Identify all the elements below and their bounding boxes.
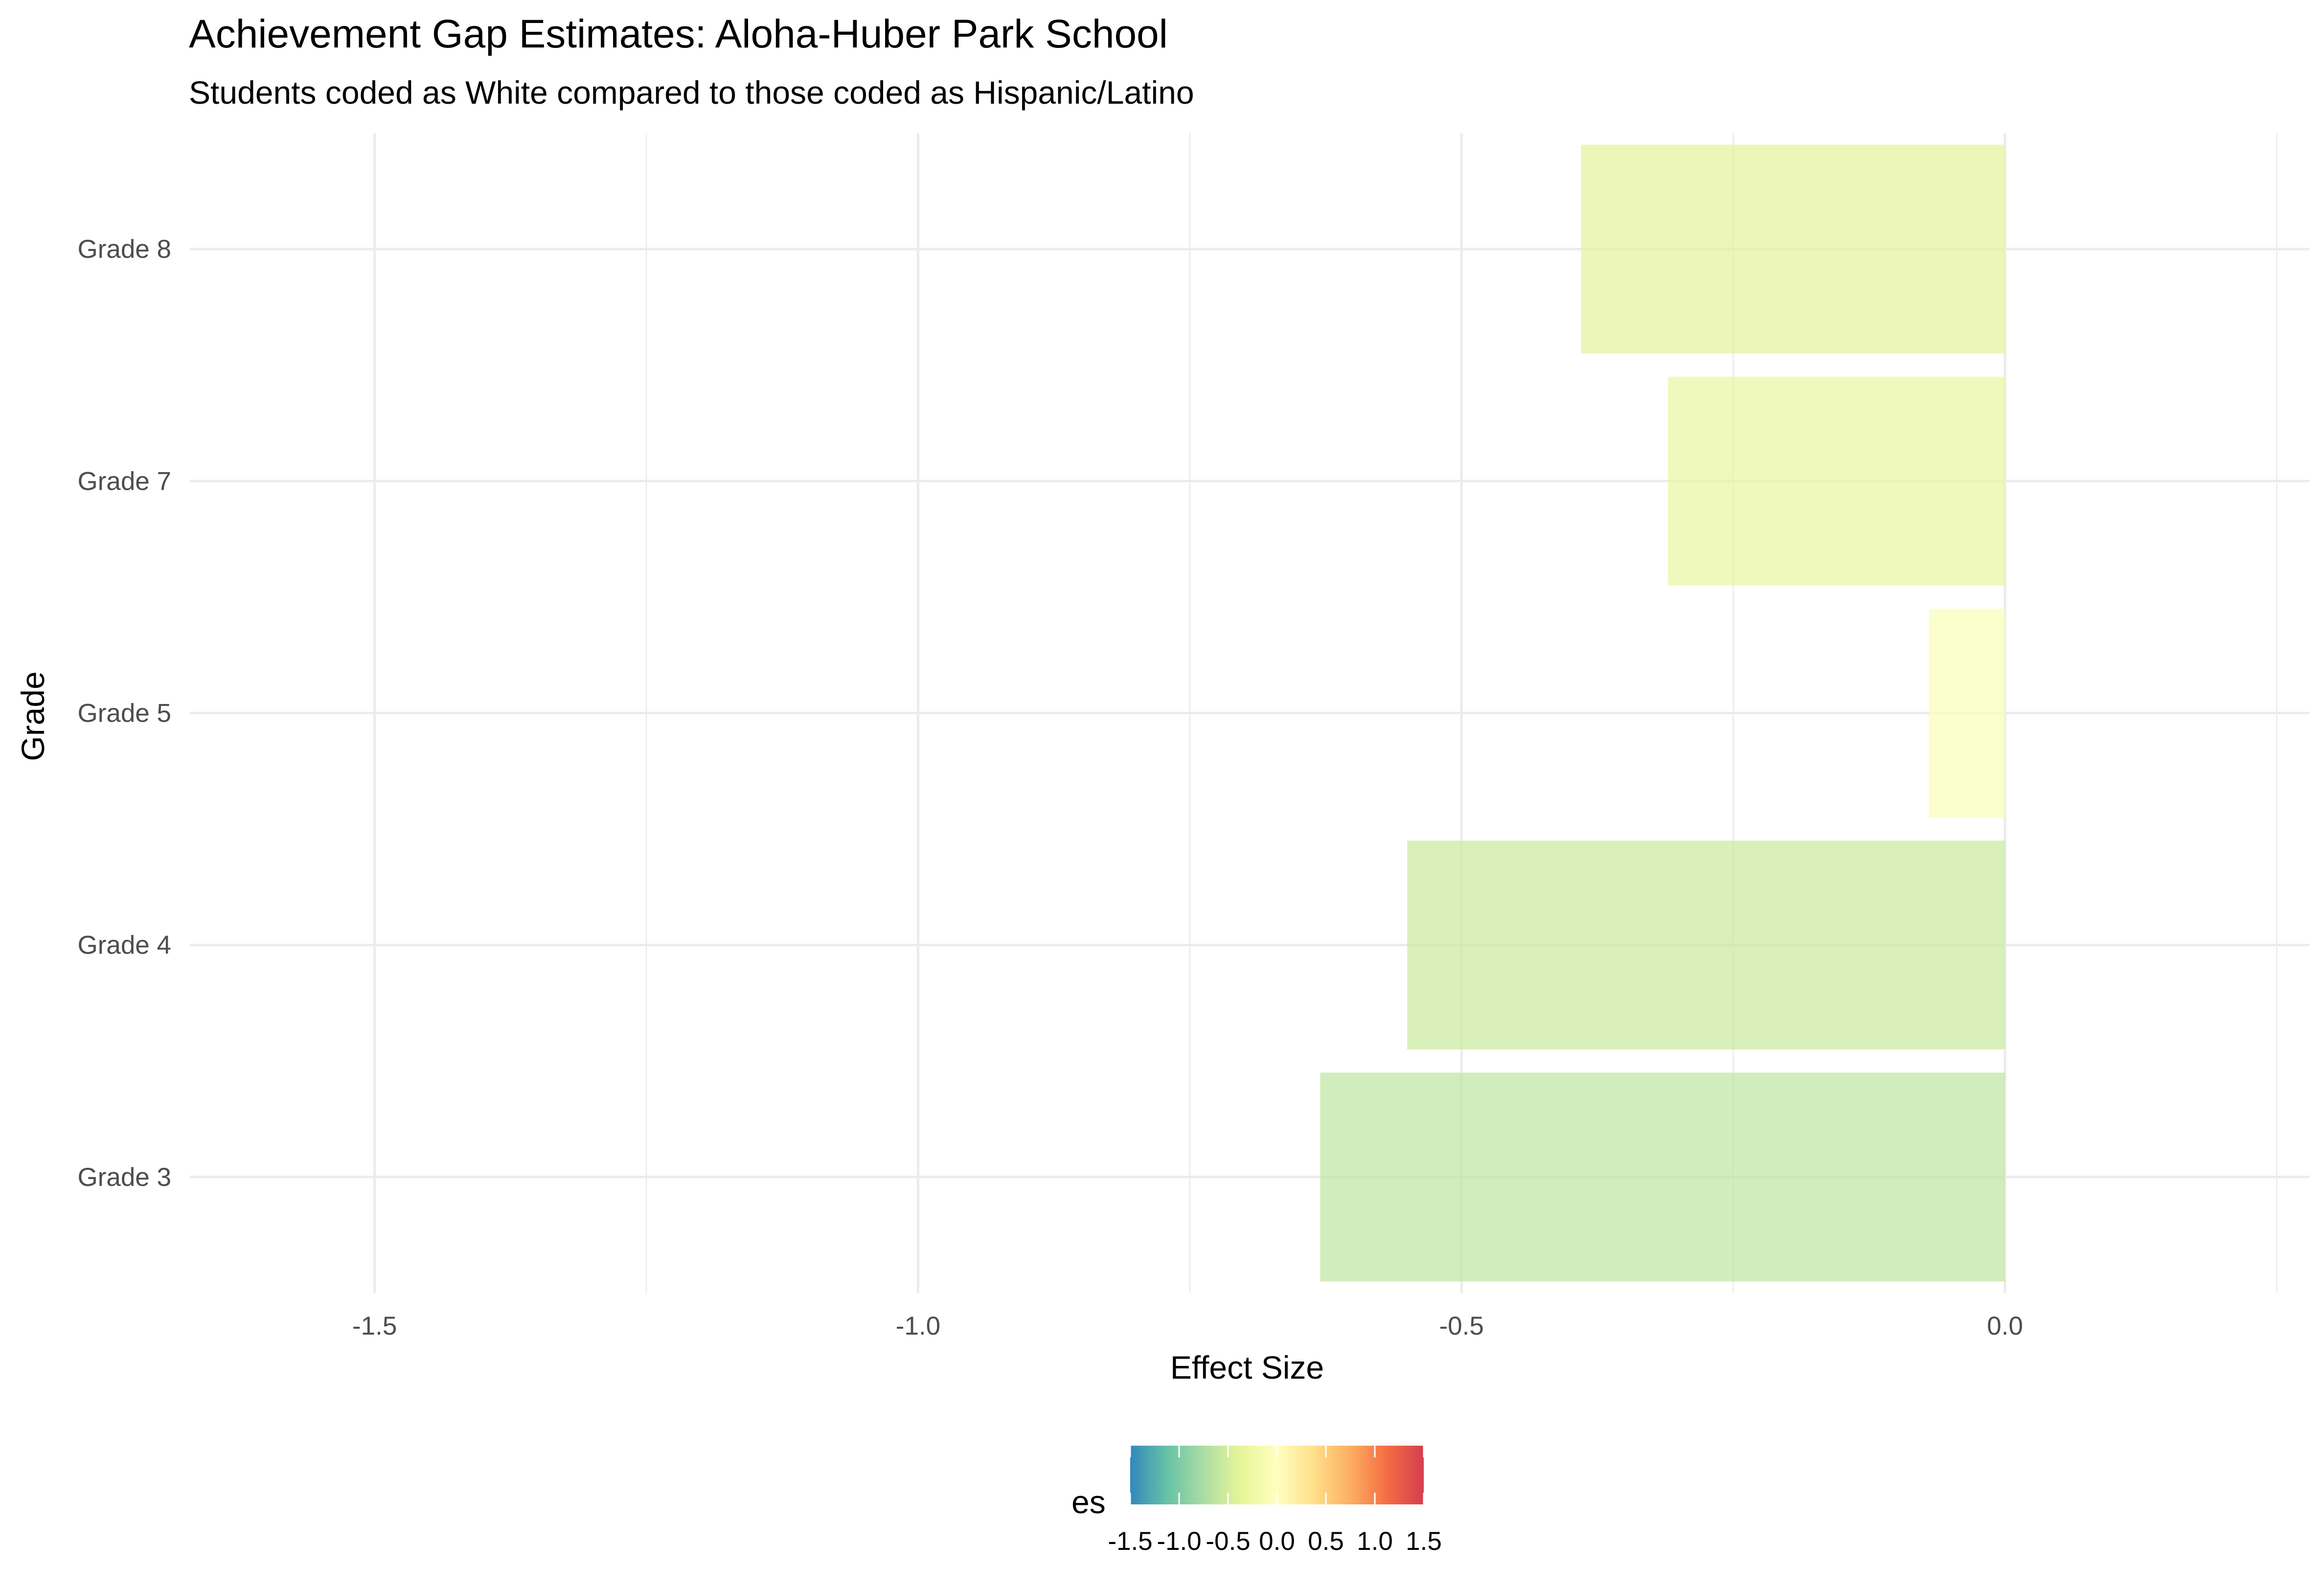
legend-label: 1.5	[1406, 1527, 1442, 1556]
legend-label: 0.0	[1259, 1527, 1295, 1556]
y-tick-label: Grade 3	[77, 1163, 171, 1192]
bar	[1407, 840, 2005, 1050]
y-tick-label: Grade 4	[77, 931, 171, 960]
bar	[1581, 144, 2005, 354]
chart-title: Achievement Gap Estimates: Aloha-Huber P…	[189, 12, 1168, 56]
legend: es -1.5 -1.0 -0.5 0.0 0.5 1.0 1.5	[1071, 1446, 1442, 1556]
y-tick-labels: Grade 3 Grade 4 Grade 5 Grade 7 Grade 8	[77, 235, 171, 1192]
bar	[1320, 1072, 2005, 1282]
x-tick-label: 0.0	[1987, 1312, 2023, 1340]
bars	[1320, 144, 2005, 1282]
chart-subtitle: Students coded as White compared to thos…	[189, 74, 1194, 111]
bar	[1668, 376, 2005, 586]
legend-title: es	[1071, 1484, 1106, 1520]
legend-ticks	[1129, 1446, 1425, 1504]
x-tick-labels: -1.5 -1.0 -0.5 0.0	[352, 1312, 2023, 1340]
legend-label: -0.5	[1206, 1527, 1250, 1556]
legend-label: 1.0	[1357, 1527, 1393, 1556]
x-axis-label: Effect Size	[1170, 1349, 1324, 1386]
y-tick-label: Grade 8	[77, 235, 171, 264]
legend-labels: -1.5 -1.0 -0.5 0.0 0.5 1.0 1.5	[1108, 1527, 1442, 1556]
bar	[1929, 609, 2005, 818]
y-tick-label: Grade 7	[77, 467, 171, 496]
y-axis-label: Grade	[15, 671, 51, 761]
x-tick-label: -0.5	[1439, 1312, 1484, 1340]
legend-label: 0.5	[1308, 1527, 1344, 1556]
x-tick-label: -1.5	[352, 1312, 397, 1340]
legend-label: -1.0	[1157, 1527, 1201, 1556]
y-tick-label: Grade 5	[77, 699, 171, 728]
x-tick-label: -1.0	[896, 1312, 940, 1340]
legend-label: -1.5	[1108, 1527, 1152, 1556]
